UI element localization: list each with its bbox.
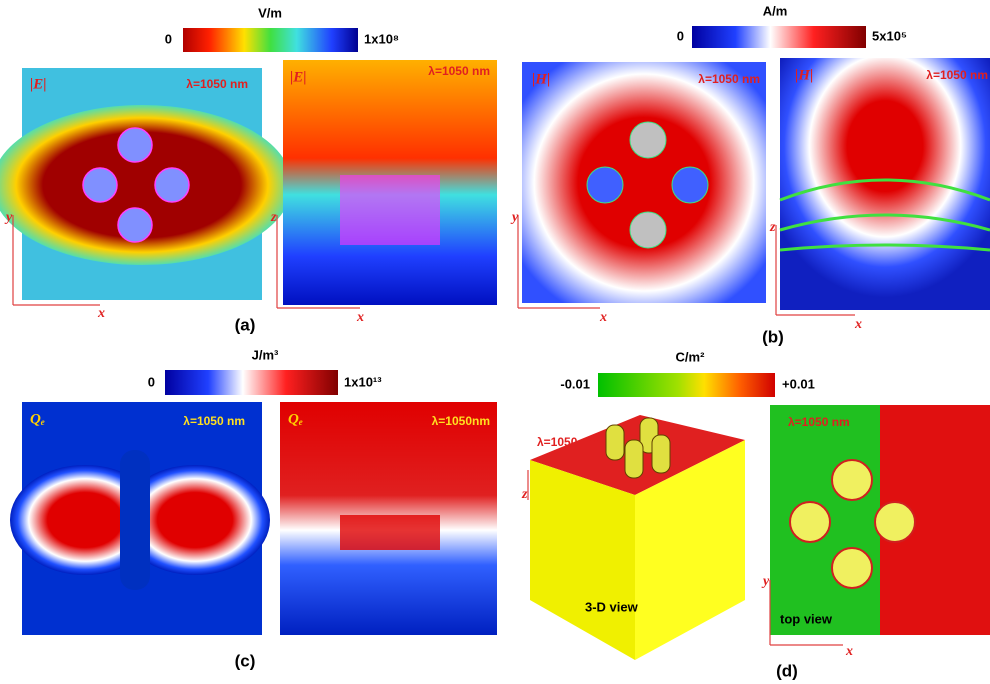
- axis-label: y: [761, 574, 770, 589]
- field-plot: [780, 58, 990, 310]
- axis-label: y: [510, 210, 519, 225]
- colorbar-unit: V/m: [258, 5, 282, 20]
- particles: [120, 450, 150, 590]
- colorbar-min: 0: [148, 374, 155, 389]
- colorbar-unit: C/m²: [676, 349, 706, 364]
- wavelength: λ=1050 nm: [428, 64, 490, 78]
- axis-label: z: [769, 220, 776, 235]
- colorbar: [183, 28, 358, 52]
- colorbar-unit: A/m: [763, 3, 788, 18]
- colorbar-min: -0.01: [560, 376, 590, 391]
- panel-caption: (a): [235, 315, 256, 334]
- colorbar-max: 1x10⁸: [364, 31, 399, 46]
- axis-label: z: [521, 487, 528, 502]
- panel-caption: (d): [776, 661, 798, 680]
- colorbar-max: +0.01: [782, 376, 815, 391]
- particles: [340, 515, 440, 550]
- field-lobe: [0, 105, 292, 265]
- wavelength: λ=1050 nm: [537, 435, 599, 449]
- axis-label: x: [854, 317, 862, 332]
- colorbar: [165, 370, 338, 395]
- axis-label: y: [4, 210, 13, 225]
- particles: [340, 175, 440, 245]
- wavelength: λ=1050 nm: [183, 414, 245, 428]
- colorbar: [598, 373, 775, 397]
- cube-side: [530, 460, 635, 660]
- figure: V/m 0 1x10⁸ |E| λ=1050 nm |E| λ=1050 nm …: [0, 0, 990, 684]
- plot-label: |H|: [795, 67, 813, 83]
- colorbar-min: 0: [677, 28, 684, 43]
- panel-caption: (b): [762, 327, 784, 346]
- colorbar-unit: J/m³: [252, 347, 279, 362]
- plot-label: Qₑ: [288, 411, 303, 427]
- plot-label: |E|: [290, 69, 307, 85]
- plot-label: Qₑ: [30, 411, 45, 427]
- colorbar-max: 1x10¹³: [344, 374, 382, 389]
- wavelength: λ=1050 nm: [788, 415, 850, 429]
- axis-label: z: [270, 210, 277, 225]
- axis-label: x: [97, 306, 105, 321]
- axis-label: x: [599, 310, 607, 325]
- plot-label: |E|: [30, 76, 47, 92]
- axis-label: x: [356, 310, 364, 325]
- wavelength: λ=1050 nm: [186, 77, 248, 91]
- colorbar: [692, 26, 866, 48]
- wavelength: λ=1050nm: [432, 414, 490, 428]
- panel-caption: (c): [235, 651, 256, 670]
- view-label: top view: [780, 611, 833, 626]
- axis-label: x: [845, 644, 853, 659]
- view-label: 3-D view: [585, 599, 639, 614]
- wavelength: λ=1050 nm: [698, 72, 760, 86]
- colorbar-min: 0: [165, 31, 172, 46]
- plot-label: |H|: [532, 71, 550, 87]
- field-plot: [522, 62, 766, 303]
- wavelength: λ=1050 nm: [926, 68, 988, 82]
- colorbar-max: 5x10⁵: [872, 28, 907, 43]
